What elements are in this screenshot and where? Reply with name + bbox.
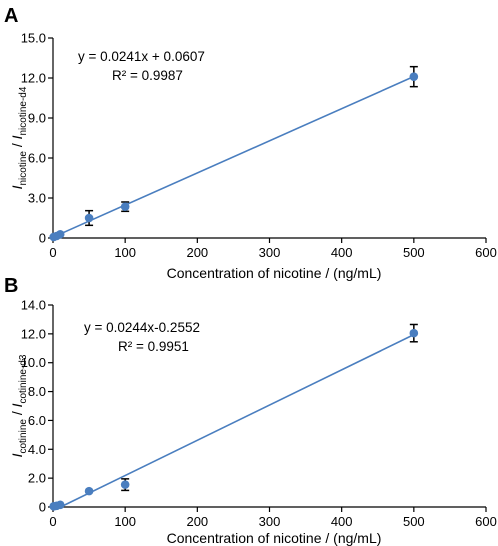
panel-b-x-tick-label: 400 [331,514,353,529]
panel-a-data-point [84,213,94,223]
panel-b-data-point [55,500,65,510]
panel-a-data-point [409,72,419,81]
panel-b-y-axis-title-part: cotinine [18,419,29,454]
panel-a: A Inicotine / Inicotine-d4 Concentration… [4,5,497,281]
panel-b-x-tick-label: 0 [49,514,56,529]
panel-a-y-axis-label: Inicotine / Inicotine-d4 [9,86,29,189]
panel-a-label: A [4,5,18,27]
panel-a-x-tick-label: 600 [475,245,497,260]
panel-a-plot-area: 0 3.0 6.0 9.0 12.0 15.0 0 100 200 300 400 500 600 [21,31,497,261]
panel-b-y-axis-title-part: I [9,453,25,457]
panel-a-y-axis-title-part: nicotine [18,151,29,186]
panel-b-r-squared: R² = 0.9951 [118,339,189,354]
panel-b-y-axis-title-part: / [9,407,25,419]
panel-b-y-tick-label: 14.0 [21,298,46,313]
panel-a-x-tick-label: 500 [403,245,425,260]
panel-a-x-tick-label: 400 [331,245,353,260]
panel-b-x-tick-label: 200 [186,514,208,529]
panel-b: B Icotinine / Icotinine-d3 Concentration… [4,275,497,546]
panel-b-y-axis-title: Icotinine / Icotinine-d3 [9,354,29,457]
panel-b-y-tick-label: 12.0 [21,326,46,341]
panel-b-plot-area: 0 2.0 4.0 6.0 8.0 10.0 12.0 14.0 0 100 200 300 400 50… [21,298,497,530]
panel-b-equation: y = 0.0244x-0.2552 [84,320,200,335]
panel-b-x-axis-label: Concentration of nicotine / (ng/mL) [167,530,382,546]
panel-a-x-tick-label: 200 [186,245,208,260]
panel-a-equation: y = 0.0241x + 0.0607 [78,49,205,64]
panel-a-y-axis-title-part: I [9,135,25,139]
panel-a-y-axis-title-part: / [9,139,25,151]
panel-b-y-tick-label: 2.0 [28,471,46,486]
panel-b-y-tick-label: 10.0 [21,355,46,370]
panel-b-fit-line [60,333,415,508]
panel-a-fit-line [52,75,415,238]
panel-a-r-squared: R² = 0.9987 [112,68,183,83]
panel-a-y-axis-title-part: nicotine-d4 [18,86,29,135]
panel-b-y-tick-label: 6.0 [28,413,46,428]
panel-a-y-tick-label: 12.0 [21,71,46,86]
panel-b-y-tick-label: 0 [39,500,46,515]
panel-a-x-tick-label: 100 [114,245,136,260]
panel-b-data-point [84,486,94,496]
panel-b-y-tick-label: 8.0 [28,384,46,399]
panel-a-y-axis-title-part: I [9,185,25,189]
panel-a-y-tick-label: 6.0 [28,151,46,166]
panel-a-y-tick-label: 0 [39,231,46,246]
panel-a-data-point [120,202,130,211]
panel-a-y-tick-label: 15.0 [21,31,46,46]
panel-b-y-axis-title-part: cotinine-d3 [18,354,29,403]
panel-a-x-axis-label: Concentration of nicotine / (ng/mL) [167,265,382,281]
panel-b-x-tick-label: 100 [114,514,136,529]
panel-a-x-tick-label: 300 [259,245,281,260]
panel-b-y-tick-label: 4.0 [28,442,46,457]
panel-a-y-tick-label: 3.0 [28,191,46,206]
panel-a-data-point [55,229,65,239]
panel-b-y-axis-label: Icotinine / Icotinine-d3 [9,354,29,457]
panel-b-data-point [120,480,130,489]
panel-a-y-tick-label: 9.0 [28,111,46,126]
panel-a-y-axis-title: Inicotine / Inicotine-d4 [9,86,29,189]
panel-b-data-point [409,328,419,338]
panel-a-x-tick-label: 0 [49,245,56,260]
panel-b-x-tick-label: 500 [403,514,425,529]
panel-b-x-tick-label: 600 [475,514,497,529]
panel-b-y-axis-title-part: I [9,403,25,407]
panel-b-label: B [4,275,18,297]
panel-b-x-tick-label: 300 [259,514,281,529]
